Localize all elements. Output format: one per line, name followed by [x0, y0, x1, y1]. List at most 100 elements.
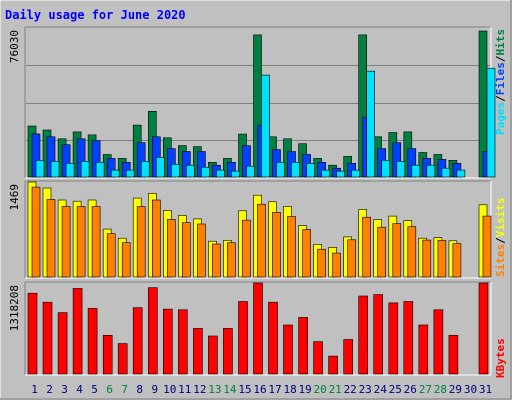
- bar-sites-day-15: [242, 219, 251, 278]
- x-tick-label: 9: [151, 383, 158, 396]
- bar-pages-day-31: [486, 67, 496, 178]
- right-label-part: Sites: [494, 244, 507, 277]
- right-label-top: Pages/Files/Hits: [494, 29, 507, 135]
- x-tick-label: 12: [193, 383, 206, 396]
- x-tick-label: 6: [106, 383, 113, 396]
- bar-kbytes-day-15: [238, 301, 248, 375]
- bar-sites-day-25: [392, 223, 402, 278]
- bar-sites-day-19: [302, 229, 311, 278]
- x-tick-label: 29: [449, 383, 462, 396]
- bar-kbytes-day-24: [373, 294, 384, 375]
- bar-pages-day-26: [411, 164, 421, 178]
- x-tick-label: 4: [76, 383, 83, 396]
- bar-sites-day-8: [136, 206, 146, 278]
- bar-sites-day-9: [152, 199, 161, 278]
- bar-kbytes-day-11: [178, 309, 188, 375]
- bar-pages-day-24: [381, 160, 391, 178]
- bar-sites-day-4: [76, 206, 86, 278]
- x-tick-label: 28: [434, 383, 447, 396]
- bar-sites-day-16: [257, 203, 266, 278]
- bar-sites-day-6: [106, 233, 116, 278]
- x-tick-label: 18: [283, 383, 296, 396]
- y-max-label: 1318208: [8, 285, 21, 331]
- bar-sites-day-14: [227, 242, 236, 278]
- bar-sites-day-22: [347, 239, 357, 278]
- bar-sites-day-29: [452, 243, 462, 278]
- bar-pages-day-25: [396, 161, 406, 178]
- x-tick-label: 26: [404, 383, 417, 396]
- bar-kbytes-day-12: [193, 328, 203, 375]
- bar-kbytes-day-5: [87, 308, 98, 375]
- bar-kbytes-day-8: [132, 307, 143, 375]
- bar-sites-day-27: [422, 239, 432, 278]
- bar-sites-day-21: [332, 252, 341, 278]
- bar-pages-day-23: [366, 70, 376, 178]
- bar-pages-day-18: [291, 162, 300, 178]
- bar-sites-day-20: [317, 248, 326, 278]
- panel-hits-files-pages: [24, 26, 496, 179]
- bar-pages-day-20: [321, 169, 330, 178]
- bar-sites-day-24: [377, 226, 387, 278]
- bar-kbytes-day-29: [448, 334, 459, 375]
- bar-pages-day-4: [80, 161, 90, 178]
- x-tick-label: 19: [298, 383, 311, 396]
- bar-pages-day-27: [426, 164, 436, 178]
- bar-kbytes-day-9: [148, 287, 158, 375]
- x-tick-label: 2: [46, 383, 53, 396]
- bar-pages-day-8: [140, 161, 150, 178]
- bar-kbytes-day-21: [328, 355, 338, 375]
- bar-kbytes-day-3: [57, 312, 68, 375]
- bar-pages-day-7: [125, 169, 135, 178]
- bar-pages-day-16: [261, 74, 270, 178]
- bar-pages-day-6: [110, 169, 120, 178]
- bar-kbytes-day-4: [72, 288, 83, 375]
- x-tick-label: 17: [268, 383, 281, 396]
- bar-pages-day-28: [441, 167, 451, 178]
- bar-sites-day-13: [212, 243, 221, 278]
- x-tick-label: 24: [374, 383, 388, 396]
- x-tick-label: 8: [136, 383, 143, 396]
- right-label-part: /: [494, 237, 507, 244]
- x-tick-label: 21: [329, 383, 342, 396]
- bar-kbytes-day-1: [27, 292, 38, 375]
- x-tick-label: 13: [208, 383, 221, 396]
- bar-sites-day-3: [61, 206, 71, 278]
- bar-sites-day-28: [437, 240, 447, 278]
- bar-sites-day-10: [167, 219, 176, 278]
- chart-title: Daily usage for June 2020: [5, 8, 186, 22]
- x-tick-label: 5: [91, 383, 98, 396]
- bar-kbytes-day-19: [298, 317, 308, 375]
- bar-pages-day-21: [336, 170, 345, 178]
- x-tick-label: 3: [61, 383, 68, 396]
- x-tick-label: 25: [389, 383, 402, 396]
- bar-pages-day-11: [186, 164, 195, 178]
- bar-sites-day-7: [121, 242, 131, 278]
- bar-kbytes-day-22: [343, 339, 354, 375]
- x-tick-label: 23: [359, 383, 372, 396]
- bar-kbytes-day-16: [253, 282, 263, 375]
- right-label-part: Hits: [494, 29, 507, 56]
- y-max-label: 1469: [8, 184, 21, 211]
- panel-visits-sites: [24, 180, 492, 279]
- x-tick-label: 31: [479, 383, 492, 396]
- bar-kbytes-day-26: [403, 301, 414, 375]
- bar-sites-day-1: [31, 186, 41, 278]
- bar-kbytes-day-20: [313, 341, 323, 375]
- bar-kbytes-day-10: [163, 308, 173, 375]
- bar-pages-day-22: [351, 169, 361, 178]
- bar-sites-day-18: [287, 216, 296, 278]
- bar-pages-day-17: [276, 162, 285, 178]
- x-axis-labels: 1 2 3 4 5 6 7 8 9 10 11 12 13 14 15 16 17 18 19 20 21 22 23 24 2…: [31, 383, 492, 396]
- x-tick-label: 1: [31, 383, 38, 396]
- bar-pages-day-9: [156, 157, 165, 178]
- bar-sites-day-23: [362, 216, 372, 278]
- series-kbytes: [27, 282, 489, 375]
- bar-sites-day-17: [272, 212, 281, 278]
- y-max-label: 76030: [8, 30, 21, 63]
- bar-kbytes-day-13: [208, 335, 218, 375]
- bar-kbytes-day-7: [117, 343, 128, 375]
- bar-pages-day-10: [171, 164, 180, 178]
- panel-kbytes: [24, 281, 492, 376]
- bar-sites-day-31: [482, 215, 492, 278]
